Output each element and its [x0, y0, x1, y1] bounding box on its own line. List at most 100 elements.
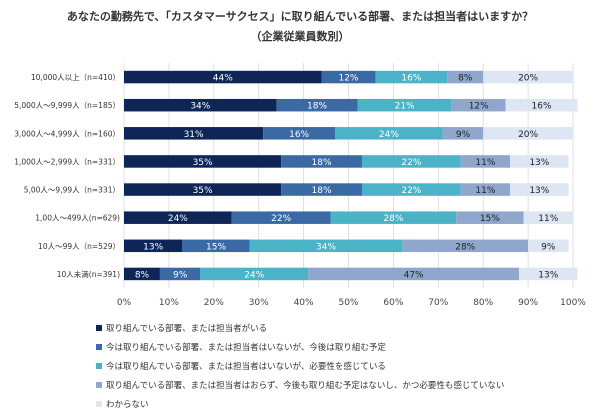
bar-segment — [281, 183, 362, 196]
data-label: 24% — [244, 270, 264, 280]
category-label: 10人未満(n=391) — [57, 269, 120, 279]
bar-segment — [124, 127, 264, 140]
bar-segment — [447, 70, 484, 84]
data-label: 11% — [475, 186, 495, 196]
legend-item: わからない — [96, 394, 596, 413]
bar-segment — [124, 155, 282, 168]
x-tick-label: 60% — [383, 298, 403, 308]
data-label: 9% — [541, 242, 556, 252]
bar-segment — [510, 155, 569, 168]
data-label: 16% — [289, 130, 309, 140]
legend-item: 今は取り組んでいる部署、または担当者はいないが、必要性を感じている — [96, 356, 596, 375]
data-label: 9% — [173, 270, 188, 280]
bar-segment — [124, 239, 183, 253]
data-label: 9% — [456, 130, 471, 140]
data-label: 20% — [518, 74, 538, 84]
x-tick-label: 100% — [560, 298, 586, 308]
legend-swatch — [96, 400, 102, 407]
legend-label: 取り組んでいる部署、または担当者がいる — [106, 323, 268, 334]
data-label: 16% — [401, 74, 421, 84]
x-tick-label: 0% — [117, 298, 132, 308]
data-label: 8% — [135, 270, 150, 280]
x-tick-label: 50% — [338, 298, 358, 308]
bar-segment — [159, 267, 201, 281]
bar-segment — [460, 183, 511, 196]
category-label: 1,00人～499人(n=629) — [35, 214, 120, 223]
bar-segment — [330, 211, 457, 224]
data-label: 22% — [271, 214, 291, 224]
bar-segment — [124, 211, 232, 224]
data-label: 24% — [168, 214, 188, 224]
legend-label: 取り組んでいる部署、または担当者はおらず、今後も取り組む予定はないし、かつ必要性… — [106, 380, 505, 391]
bar-segment — [505, 98, 578, 112]
bar-segment — [124, 70, 322, 84]
legend-swatch — [96, 381, 102, 388]
data-label: 44% — [213, 74, 233, 84]
bar-segment — [357, 98, 452, 112]
data-label: 16% — [532, 102, 552, 112]
chart-title: あなたの勤務先で、「カスタマーサクセス」に取り組んでいる部署、または担当者はいま… — [66, 10, 534, 23]
legend-label: わからない — [106, 399, 149, 410]
bar-segment — [276, 98, 358, 112]
data-label: 13% — [529, 158, 549, 168]
category-label: 3,000人～4,999人（n=160） — [14, 129, 120, 138]
legend-item: 取り組んでいる部署、または担当者はおらず、今後も取り組む予定はないし、かつ必要性… — [96, 375, 596, 394]
bar-segment — [442, 127, 484, 140]
bar-segment — [124, 183, 282, 196]
bar-segment — [451, 98, 506, 112]
bar-segment — [263, 127, 336, 140]
data-label: 15% — [480, 214, 500, 224]
data-label: 35% — [193, 186, 213, 196]
data-label: 28% — [383, 214, 403, 224]
bar-segment — [361, 183, 461, 196]
bar-segment — [231, 211, 331, 224]
data-label: 18% — [312, 186, 332, 196]
bar-segment — [182, 239, 250, 253]
chart-legend: 取り組んでいる部署、または担当者がいる今は取り組んでいる部署、または担当者はいな… — [96, 318, 596, 413]
bar-segment — [375, 70, 448, 84]
category-label: 5,00人～9,99人（n=331） — [24, 186, 120, 195]
bar-segment — [124, 98, 277, 112]
bar-segment — [321, 70, 376, 84]
bar-segment — [456, 211, 524, 224]
bar-segment — [308, 267, 520, 281]
category-label: 10,000人以上（n=410） — [31, 73, 120, 82]
legend-swatch — [96, 362, 102, 369]
category-label: 1,000人～2,999人（n=331） — [14, 157, 120, 166]
bar-segment — [335, 127, 443, 140]
data-label: 34% — [190, 102, 210, 112]
data-label: 13% — [529, 186, 549, 196]
legend-label: 今は取り組んでいる部署、または担当者はいないが、必要性を感じている — [106, 361, 386, 372]
bar-segment — [528, 239, 569, 253]
bar-segment — [249, 239, 403, 253]
x-tick-label: 20% — [204, 298, 224, 308]
data-label: 12% — [469, 102, 489, 112]
data-label: 31% — [184, 130, 204, 140]
data-label: 24% — [379, 130, 399, 140]
data-label: 8% — [458, 74, 473, 84]
legend-label: 今は取り組んでいる部署、または担当者はいないが、今後は取り組む予定 — [106, 342, 386, 353]
bar-segment — [200, 267, 309, 281]
category-label: 10人～99人（n=529） — [38, 242, 120, 251]
data-label: 22% — [401, 186, 421, 196]
bar-segment — [281, 155, 362, 168]
bar-segment — [124, 267, 160, 281]
data-label: 15% — [206, 242, 226, 252]
data-label: 18% — [307, 102, 327, 112]
data-label: 18% — [312, 158, 332, 168]
bar-segment — [483, 70, 573, 84]
x-tick-label: 30% — [249, 298, 269, 308]
data-label: 22% — [401, 158, 421, 168]
data-label: 12% — [338, 74, 358, 84]
x-tick-label: 90% — [518, 298, 538, 308]
legend-item: 今は取り組んでいる部署、または担当者はいないが、今後は取り組む予定 — [96, 337, 596, 356]
bar-segment — [510, 183, 569, 196]
bar-segment — [402, 239, 529, 253]
x-tick-label: 70% — [428, 298, 448, 308]
legend-swatch — [96, 343, 102, 350]
legend-item: 取り組んでいる部署、または担当者がいる — [96, 318, 596, 337]
legend-swatch — [96, 324, 102, 331]
bar-segment — [483, 127, 573, 140]
